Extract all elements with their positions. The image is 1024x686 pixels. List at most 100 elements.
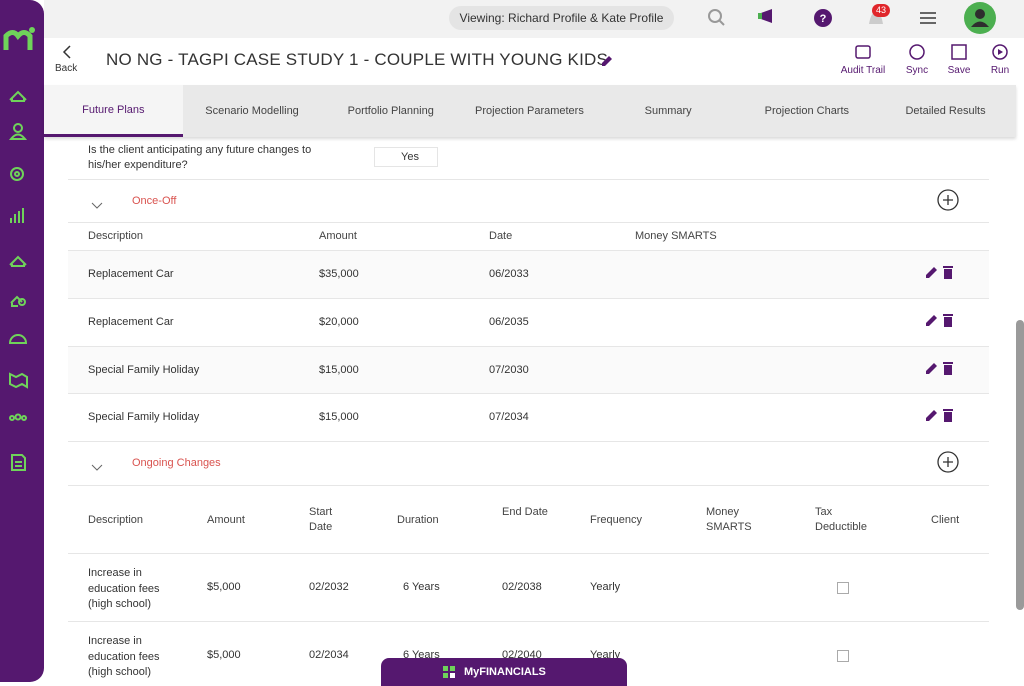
tab[interactable]: Summary <box>644 105 692 117</box>
cell: $15,000 <box>319 363 359 376</box>
cell: $5,000 <box>207 649 241 661</box>
viewing-profiles[interactable]: Viewing: Richard Profile & Kate Profile <box>449 6 674 30</box>
nav-home[interactable] <box>9 90 27 102</box>
footer-label: MyFINANCIALS <box>464 666 546 678</box>
add-button-svg <box>937 451 959 473</box>
tax-checkbox[interactable] <box>837 582 849 594</box>
action-button[interactable]: Run <box>990 65 1010 76</box>
delete-button[interactable] <box>942 313 954 327</box>
action-button[interactable]: Sync <box>905 65 929 76</box>
column-header: Description <box>88 230 144 242</box>
delete-button[interactable] <box>942 265 954 279</box>
column-header: Start Date <box>309 506 333 533</box>
row-bg <box>68 251 989 298</box>
edit-button[interactable] <box>925 408 939 422</box>
tab[interactable]: Projection Charts <box>764 105 850 117</box>
edit-button[interactable] <box>925 265 939 279</box>
action-button[interactable]: Audit Trail <box>840 65 886 76</box>
nav-goals[interactable] <box>10 167 24 181</box>
collapse-toggle[interactable] <box>91 197 103 209</box>
edit-button-svg <box>926 362 937 374</box>
cell: $15,000 <box>319 411 359 424</box>
back-button[interactable]: Back <box>55 63 78 74</box>
row-divider <box>68 222 989 223</box>
cell: 07/2034 <box>489 411 529 424</box>
delete-button[interactable] <box>942 361 954 375</box>
section-title: Once-Off <box>132 195 177 207</box>
column-header: Client <box>931 514 960 526</box>
cell: $5,000 <box>207 581 241 593</box>
edit-button[interactable] <box>925 361 939 375</box>
tab[interactable]: Future Plans <box>44 85 183 137</box>
action-icon-svg <box>992 44 1008 60</box>
collapse-toggle[interactable] <box>91 459 103 471</box>
cell: $20,000 <box>319 315 359 328</box>
action-icon-svg <box>855 45 871 59</box>
nav-docs[interactable] <box>11 454 26 471</box>
footer-icon <box>443 666 455 678</box>
nav-team[interactable] <box>9 415 15 421</box>
action-icon[interactable] <box>948 43 970 61</box>
action-icon[interactable] <box>989 43 1011 61</box>
row-divider <box>68 250 989 251</box>
tab[interactable]: Scenario Modelling <box>205 105 299 117</box>
action-icon-svg <box>909 44 925 60</box>
top-icons: ? <box>708 2 996 34</box>
row-divider <box>68 485 989 486</box>
tab-bar <box>44 85 1016 137</box>
nav-property[interactable] <box>9 255 27 267</box>
nav-stats[interactable] <box>10 208 24 223</box>
tax-checkbox[interactable] <box>837 650 849 662</box>
sidebar <box>0 0 44 682</box>
nav-map[interactable] <box>9 372 28 389</box>
cell: 06/2033 <box>489 268 529 280</box>
row-divider <box>68 621 989 622</box>
action-icon-svg <box>951 44 967 60</box>
edit-title[interactable] <box>600 54 614 68</box>
cell: 02/2032 <box>309 581 349 593</box>
add-button-svg <box>937 189 959 211</box>
tab[interactable]: Portfolio Planning <box>347 105 434 117</box>
cell: Increase in education fees (high school) <box>88 635 160 678</box>
help-icon[interactable] <box>814 9 832 27</box>
edit-button-svg <box>926 267 937 278</box>
row-bg <box>68 346 989 394</box>
nav-client[interactable] <box>13 123 23 133</box>
cell: $35,000 <box>319 268 359 280</box>
title-bar <box>44 38 1016 86</box>
column-header: Duration <box>397 514 439 526</box>
collapse-toggle-svg <box>91 202 103 209</box>
delete-button[interactable] <box>942 408 954 423</box>
announce-icon[interactable] <box>761 9 772 23</box>
scrollbar[interactable] <box>1016 320 1024 610</box>
back-arrow[interactable] <box>60 44 74 60</box>
tab[interactable]: Detailed Results <box>905 105 986 117</box>
edit-button[interactable] <box>925 313 939 327</box>
action-button[interactable]: Save <box>947 65 971 76</box>
column-header: Frequency <box>590 514 642 526</box>
edit-button-svg <box>926 314 937 326</box>
collapse-toggle-svg <box>91 464 103 471</box>
delete-button-svg <box>943 313 953 327</box>
add-button[interactable] <box>937 189 959 211</box>
cell: Replacement Car <box>88 315 174 328</box>
action-icon[interactable] <box>852 43 874 61</box>
logo[interactable] <box>3 30 33 51</box>
delete-button-svg <box>943 361 953 375</box>
logo-dot <box>29 27 35 33</box>
action-icon[interactable] <box>906 43 928 61</box>
cell: 6 Years <box>403 581 440 593</box>
add-button[interactable] <box>937 451 959 473</box>
column-header: End Date <box>502 506 548 518</box>
nav-gauge[interactable] <box>8 334 28 344</box>
cell: 02/2034 <box>309 649 349 661</box>
menu-icon[interactable] <box>920 12 936 24</box>
column-header: Amount <box>207 514 245 526</box>
answer-select[interactable]: Yes <box>374 147 438 167</box>
footer-bar[interactable]: MyFINANCIALS <box>381 658 627 686</box>
tab[interactable]: Projection Parameters <box>475 105 584 117</box>
column-header: Money SMARTS <box>635 230 717 242</box>
search-icon[interactable] <box>708 9 722 23</box>
column-header: Money SMARTS <box>706 506 752 533</box>
cell: 02/2038 <box>502 581 542 593</box>
